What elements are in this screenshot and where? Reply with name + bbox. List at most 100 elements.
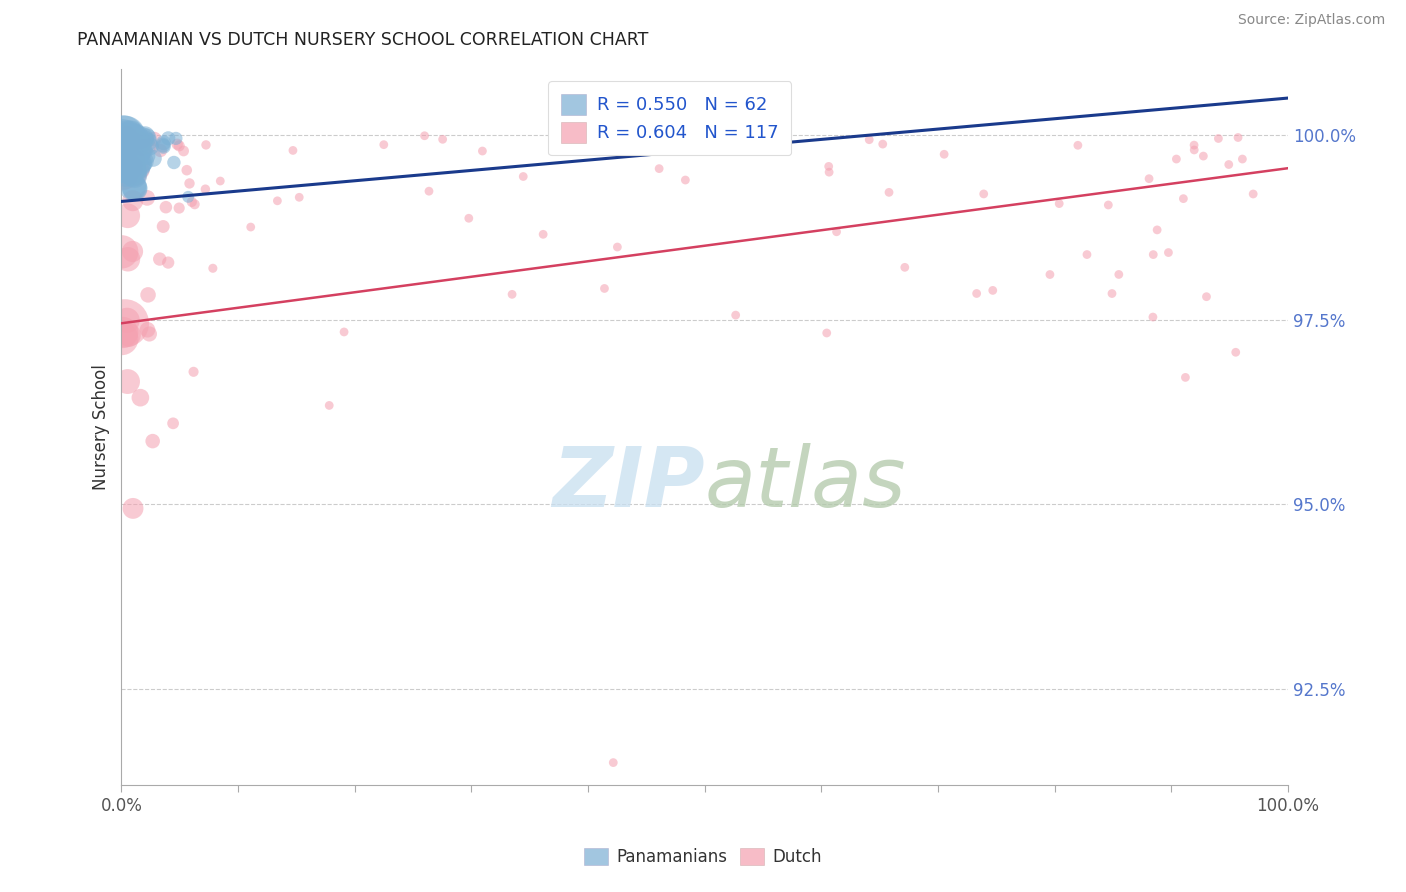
Point bbox=[1137, 171, 1160, 186]
Point bbox=[134, 128, 156, 143]
Point bbox=[648, 161, 671, 176]
Point bbox=[578, 128, 600, 143]
Point bbox=[966, 286, 988, 301]
Point bbox=[194, 182, 217, 196]
Point bbox=[981, 284, 1004, 298]
Point bbox=[121, 159, 143, 173]
Point bbox=[266, 194, 288, 208]
Point bbox=[501, 287, 523, 301]
Point bbox=[1192, 149, 1215, 163]
Point bbox=[167, 201, 190, 215]
Point bbox=[157, 131, 180, 145]
Point bbox=[118, 153, 141, 167]
Point bbox=[1108, 268, 1130, 282]
Point bbox=[281, 144, 304, 158]
Point bbox=[111, 167, 134, 181]
Point bbox=[112, 148, 135, 162]
Point bbox=[117, 209, 139, 223]
Point bbox=[114, 139, 136, 153]
Point bbox=[143, 132, 166, 146]
Point bbox=[111, 332, 134, 346]
Point bbox=[111, 142, 134, 156]
Point bbox=[418, 184, 440, 198]
Point bbox=[179, 177, 201, 191]
Point bbox=[152, 136, 174, 150]
Point bbox=[117, 136, 139, 151]
Point bbox=[132, 130, 155, 145]
Point bbox=[124, 168, 146, 182]
Point bbox=[333, 325, 356, 339]
Point bbox=[602, 756, 624, 770]
Point bbox=[1232, 152, 1254, 166]
Point bbox=[132, 141, 155, 155]
Point bbox=[1157, 245, 1180, 260]
Point bbox=[183, 365, 205, 379]
Point bbox=[118, 134, 141, 148]
Point bbox=[872, 137, 894, 152]
Point bbox=[125, 129, 148, 144]
Point bbox=[1173, 192, 1195, 206]
Point bbox=[1142, 310, 1164, 324]
Point bbox=[155, 200, 177, 214]
Point bbox=[877, 186, 900, 200]
Point bbox=[201, 261, 224, 276]
Point bbox=[1076, 247, 1098, 261]
Point bbox=[195, 137, 218, 152]
Point bbox=[131, 144, 153, 158]
Point bbox=[136, 323, 159, 337]
Point bbox=[239, 220, 262, 235]
Point bbox=[165, 131, 187, 145]
Point bbox=[114, 135, 136, 149]
Point bbox=[817, 160, 839, 174]
Point bbox=[111, 128, 134, 143]
Point bbox=[157, 255, 180, 269]
Point bbox=[121, 135, 143, 149]
Point bbox=[128, 161, 150, 175]
Point bbox=[606, 240, 628, 254]
Point bbox=[413, 128, 436, 143]
Point bbox=[120, 130, 142, 145]
Point bbox=[114, 128, 136, 143]
Point bbox=[124, 133, 146, 147]
Point bbox=[111, 140, 134, 154]
Point bbox=[1174, 370, 1197, 384]
Point bbox=[825, 225, 848, 239]
Point bbox=[124, 142, 146, 156]
Point bbox=[121, 194, 143, 208]
Text: Source: ZipAtlas.com: Source: ZipAtlas.com bbox=[1237, 13, 1385, 28]
Point bbox=[1218, 157, 1240, 171]
Point bbox=[127, 132, 149, 146]
Point bbox=[121, 179, 143, 194]
Point bbox=[142, 151, 165, 165]
Point bbox=[173, 144, 195, 158]
Point bbox=[1146, 223, 1168, 237]
Point bbox=[432, 132, 454, 146]
Point bbox=[121, 244, 143, 259]
Point bbox=[120, 128, 142, 142]
Point bbox=[129, 145, 152, 159]
Point bbox=[288, 190, 311, 204]
Point bbox=[176, 163, 198, 178]
Point bbox=[1047, 196, 1070, 211]
Point bbox=[118, 328, 141, 343]
Point bbox=[167, 139, 190, 153]
Point bbox=[1195, 290, 1218, 304]
Point bbox=[177, 190, 200, 204]
Point bbox=[1182, 138, 1205, 153]
Point bbox=[183, 197, 205, 211]
Point bbox=[122, 162, 145, 177]
Point bbox=[138, 326, 160, 341]
Point bbox=[1101, 286, 1123, 301]
Point bbox=[132, 133, 155, 147]
Point bbox=[117, 131, 139, 145]
Legend: R = 0.550   N = 62, R = 0.604   N = 117: R = 0.550 N = 62, R = 0.604 N = 117 bbox=[548, 81, 792, 155]
Point bbox=[112, 168, 135, 182]
Point bbox=[115, 313, 138, 327]
Point bbox=[142, 434, 165, 449]
Point bbox=[1067, 138, 1090, 153]
Point bbox=[112, 133, 135, 147]
Point bbox=[136, 288, 159, 302]
Point bbox=[815, 326, 838, 340]
Point bbox=[1208, 131, 1230, 145]
Point bbox=[131, 135, 153, 149]
